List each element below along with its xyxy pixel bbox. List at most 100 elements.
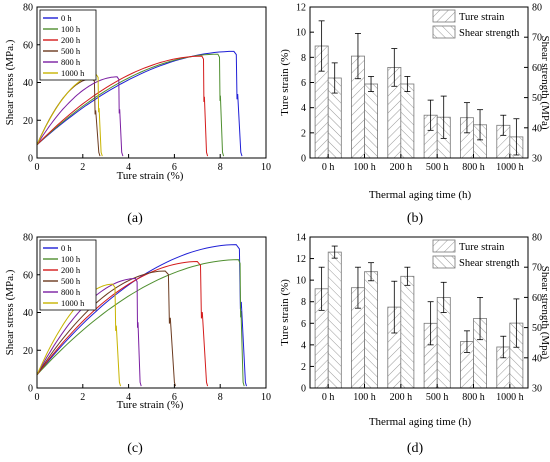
x-tick-label: 1000 h bbox=[496, 162, 524, 173]
x-axis-label: Ture strain (%) bbox=[117, 170, 184, 182]
panel-label: (d) bbox=[407, 441, 424, 456]
line-chart-2: 0 2 4 6 8 10 0 20 40 60 80 Ture strain (%) Shear str… bbox=[4, 233, 271, 457]
y-tick-label: 6 bbox=[301, 319, 306, 330]
bar-1 bbox=[364, 83, 379, 159]
y-tick-label: 4 bbox=[301, 340, 306, 351]
y-tick-label: 40 bbox=[23, 78, 33, 89]
legend-swatch bbox=[432, 239, 456, 253]
y-tick-label: 40 bbox=[23, 308, 33, 319]
y2-tick-label: 30 bbox=[532, 154, 542, 165]
x-tick-label: 1000 h bbox=[496, 392, 524, 403]
y-tick-label: 6 bbox=[301, 78, 306, 89]
y-axis-label: Ture strain (%) bbox=[279, 49, 291, 116]
x-tick-label: 0 h bbox=[322, 162, 335, 173]
y-tick-label: 0 bbox=[28, 154, 33, 165]
y-tick-label: 20 bbox=[23, 116, 33, 127]
y2-tick-label: 30 bbox=[532, 384, 542, 395]
y-tick-label: 60 bbox=[23, 40, 33, 51]
x-tick-label: 6 bbox=[172, 162, 177, 173]
y-tick-label: 0 bbox=[301, 154, 306, 165]
bar-1 bbox=[327, 251, 342, 389]
legend-entry: 1000 h bbox=[61, 68, 85, 78]
series-line-4 bbox=[36, 76, 124, 157]
x-tick-label: 200 h bbox=[390, 162, 413, 173]
x-tick-label: 0 bbox=[35, 162, 40, 173]
y2-tick-label: 60 bbox=[532, 293, 542, 304]
y2-tick-label: 80 bbox=[532, 3, 542, 14]
y-tick-label: 10 bbox=[296, 276, 306, 287]
y-tick-label: 80 bbox=[23, 233, 33, 244]
y2-tick-label: 40 bbox=[532, 353, 542, 364]
y-tick-label: 10 bbox=[296, 28, 306, 39]
legend-box bbox=[39, 9, 97, 81]
y2-tick-label: 50 bbox=[532, 323, 542, 334]
legend-entry: 100 h bbox=[61, 24, 81, 34]
x-axis-label: Thermal aging time (h) bbox=[369, 189, 472, 201]
y-tick-label: 4 bbox=[301, 103, 306, 114]
legend-entry: Ture strain bbox=[459, 242, 505, 253]
y-tick-label: 14 bbox=[296, 233, 306, 244]
panel-label: (c) bbox=[127, 441, 143, 456]
series-line-0 bbox=[36, 50, 243, 157]
legend-entry: 200 h bbox=[61, 265, 81, 275]
bar-chart-1: 0 h 100 h 200 h 500 h 800 h 1000 h 0 2 4 6 8 10 12 30… bbox=[279, 3, 550, 227]
x-tick-label: 4 bbox=[126, 162, 131, 173]
series-line-0 bbox=[36, 244, 247, 387]
series-line-1 bbox=[36, 259, 245, 387]
legend-entry: 0 h bbox=[61, 243, 72, 253]
y-tick-label: 8 bbox=[301, 297, 306, 308]
x-tick-label: 200 h bbox=[390, 392, 413, 403]
x-axis-label: Ture strain (%) bbox=[117, 399, 184, 411]
x-tick-label: 8 bbox=[218, 162, 223, 173]
legend-entry: Shear strength bbox=[459, 258, 520, 269]
x-tick-label: 800 h bbox=[462, 392, 485, 403]
y2-tick-label: 60 bbox=[532, 63, 542, 74]
bar-chart-3: 0 h 100 h 200 h 500 h 800 h 1000 h 0 2 4 6 8 10 12 14… bbox=[279, 233, 550, 457]
legend-swatch bbox=[432, 25, 456, 39]
legend-entry: 500 h bbox=[61, 46, 81, 56]
x-tick-label: 100 h bbox=[353, 162, 376, 173]
y2-axis-label: Shear strength (Mpa) bbox=[539, 266, 550, 360]
y2-axis-label: Shear strength (MPa) bbox=[539, 35, 550, 129]
x-tick-label: 0 bbox=[35, 392, 40, 403]
line-chart-0: 0 2 4 6 8 10 0 20 40 60 80 Ture strain (%) Shear str… bbox=[4, 3, 271, 227]
y-axis-label: Ture strain (%) bbox=[279, 279, 291, 346]
y-tick-label: 12 bbox=[296, 254, 306, 265]
y-tick-label: 12 bbox=[296, 3, 306, 14]
y2-tick-label: 70 bbox=[532, 263, 542, 274]
x-tick-label: 0 h bbox=[322, 392, 335, 403]
y-axis-label: Shear stress (MPa.) bbox=[4, 39, 16, 125]
y-tick-label: 80 bbox=[23, 3, 33, 14]
bar-1 bbox=[400, 275, 415, 389]
x-tick-label: 8 bbox=[218, 392, 223, 403]
legend-entry: 800 h bbox=[61, 287, 81, 297]
bar-1 bbox=[364, 271, 379, 389]
x-tick-label: 800 h bbox=[462, 162, 485, 173]
y-tick-label: 60 bbox=[23, 270, 33, 281]
y2-tick-label: 40 bbox=[532, 123, 542, 134]
panel-label: (b) bbox=[407, 211, 424, 226]
x-tick-label: 500 h bbox=[426, 162, 449, 173]
y-axis-label: Shear stress (MPa.) bbox=[4, 269, 16, 355]
legend-entry: Ture strain bbox=[459, 12, 505, 23]
x-axis-label: Thermal aging time (h) bbox=[369, 416, 472, 428]
x-tick-label: 10 bbox=[261, 162, 271, 173]
legend-entry: 800 h bbox=[61, 57, 81, 67]
x-tick-label: 500 h bbox=[426, 392, 449, 403]
legend-box bbox=[39, 239, 97, 311]
x-tick-label: 6 bbox=[172, 392, 177, 403]
y2-tick-label: 80 bbox=[532, 233, 542, 244]
x-tick-label: 2 bbox=[80, 162, 85, 173]
series-line-5 bbox=[36, 74, 103, 157]
series-line-2 bbox=[36, 260, 209, 387]
x-tick-label: 10 bbox=[261, 392, 271, 403]
y-tick-label: 8 bbox=[301, 53, 306, 64]
legend-entry: 200 h bbox=[61, 35, 81, 45]
legend-entry: Shear strength bbox=[459, 28, 520, 39]
y2-tick-label: 50 bbox=[532, 93, 542, 104]
legend-entry: 1000 h bbox=[61, 298, 85, 308]
x-tick-label: 2 bbox=[80, 392, 85, 403]
y-tick-label: 0 bbox=[301, 384, 306, 395]
y2-tick-label: 70 bbox=[532, 33, 542, 44]
